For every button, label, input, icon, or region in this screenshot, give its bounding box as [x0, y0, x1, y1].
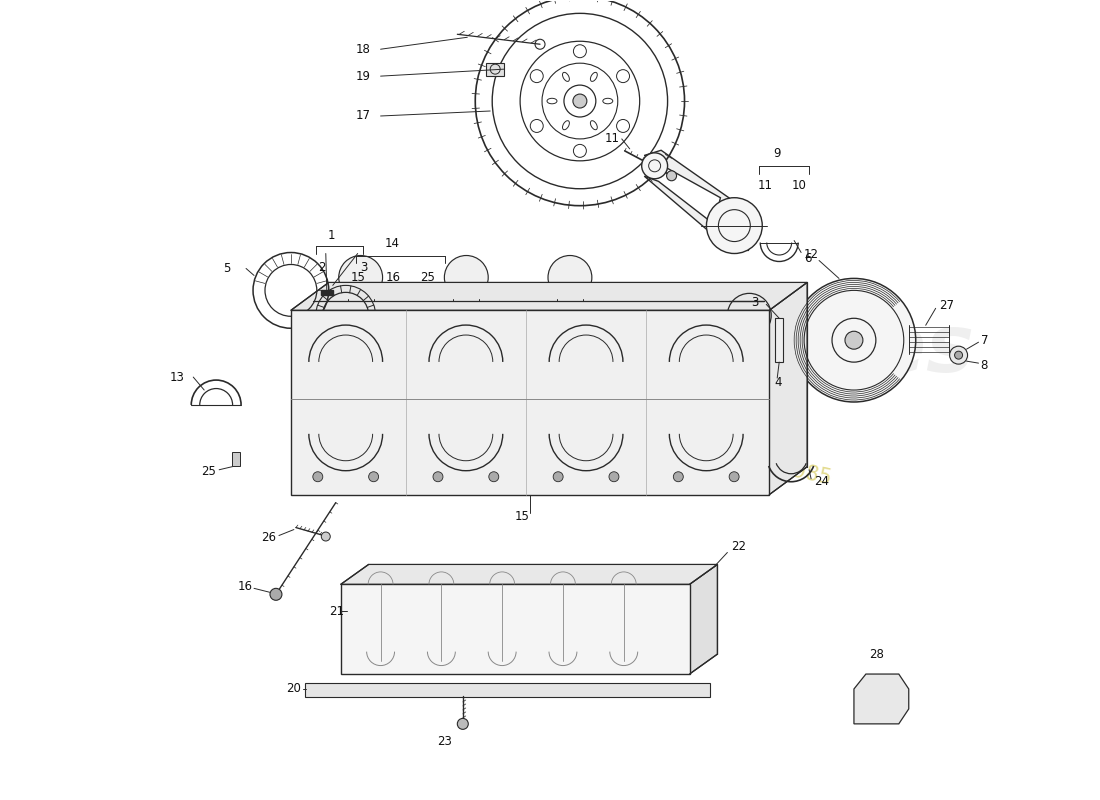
Circle shape — [955, 351, 962, 359]
Circle shape — [312, 472, 322, 482]
Text: 10: 10 — [792, 179, 807, 192]
Text: 25: 25 — [420, 271, 436, 284]
Bar — [776, 318, 783, 362]
Text: 14: 14 — [385, 237, 400, 250]
Circle shape — [553, 472, 563, 482]
Circle shape — [706, 198, 762, 254]
Bar — [402, 302, 428, 331]
Bar — [453, 299, 480, 328]
Text: 11: 11 — [605, 133, 619, 146]
Bar — [505, 302, 531, 331]
Circle shape — [310, 290, 362, 342]
Text: 8: 8 — [980, 358, 988, 372]
Text: 16: 16 — [238, 580, 253, 593]
Polygon shape — [854, 674, 909, 724]
Circle shape — [845, 331, 862, 349]
Text: 4: 4 — [774, 375, 782, 389]
Text: 24: 24 — [814, 475, 829, 488]
Polygon shape — [290, 282, 807, 310]
Text: 2: 2 — [318, 261, 326, 274]
Circle shape — [321, 532, 330, 541]
Circle shape — [729, 472, 739, 482]
Bar — [232, 452, 240, 466]
Circle shape — [363, 290, 415, 342]
Circle shape — [466, 290, 518, 342]
Circle shape — [641, 153, 668, 178]
Polygon shape — [645, 150, 757, 250]
Text: 21: 21 — [329, 605, 344, 618]
Text: 17: 17 — [355, 110, 371, 122]
Text: 19: 19 — [355, 70, 371, 82]
Circle shape — [569, 290, 620, 342]
Text: 9: 9 — [773, 147, 781, 160]
Circle shape — [673, 472, 683, 482]
Text: 7: 7 — [980, 334, 988, 346]
Circle shape — [609, 472, 619, 482]
Text: 6: 6 — [804, 252, 812, 265]
Circle shape — [488, 472, 498, 482]
Circle shape — [415, 290, 466, 342]
Circle shape — [393, 331, 437, 375]
Circle shape — [339, 255, 383, 299]
Circle shape — [368, 472, 378, 482]
Text: 25: 25 — [201, 466, 216, 478]
Text: 15: 15 — [351, 271, 365, 284]
Circle shape — [949, 346, 968, 364]
Bar — [348, 299, 374, 328]
FancyBboxPatch shape — [305, 683, 711, 697]
Text: 23: 23 — [438, 735, 452, 748]
Circle shape — [433, 472, 443, 482]
Circle shape — [573, 94, 587, 108]
Text: 5: 5 — [223, 262, 231, 275]
Text: 11: 11 — [757, 179, 772, 192]
FancyBboxPatch shape — [486, 62, 504, 76]
Polygon shape — [769, 282, 807, 494]
Circle shape — [620, 290, 672, 342]
Circle shape — [600, 331, 643, 375]
Bar — [557, 299, 583, 328]
Circle shape — [270, 588, 282, 600]
Text: 28: 28 — [869, 648, 883, 661]
Text: 3: 3 — [361, 261, 368, 274]
Text: 20: 20 — [286, 682, 300, 695]
Bar — [341, 584, 690, 674]
Circle shape — [444, 255, 488, 299]
Text: 15: 15 — [515, 510, 529, 523]
Text: 16: 16 — [386, 271, 400, 284]
Circle shape — [667, 170, 676, 181]
Bar — [321, 290, 333, 295]
Circle shape — [518, 290, 570, 342]
Text: 13: 13 — [169, 370, 184, 383]
Circle shape — [496, 331, 540, 375]
Text: 1: 1 — [328, 229, 336, 242]
Polygon shape — [341, 565, 717, 584]
Polygon shape — [690, 565, 717, 674]
Text: eurospares: eurospares — [465, 311, 974, 389]
Circle shape — [548, 255, 592, 299]
Text: 22: 22 — [732, 540, 747, 553]
Text: 12: 12 — [804, 248, 820, 261]
Text: a passion for excellence since 1985: a passion for excellence since 1985 — [465, 391, 834, 488]
Bar — [608, 302, 635, 331]
Text: 3: 3 — [751, 296, 759, 309]
Bar — [290, 310, 769, 494]
Circle shape — [792, 278, 915, 402]
Text: 26: 26 — [261, 531, 276, 544]
Text: 18: 18 — [355, 42, 371, 56]
Text: 27: 27 — [938, 299, 954, 312]
Circle shape — [458, 718, 469, 730]
